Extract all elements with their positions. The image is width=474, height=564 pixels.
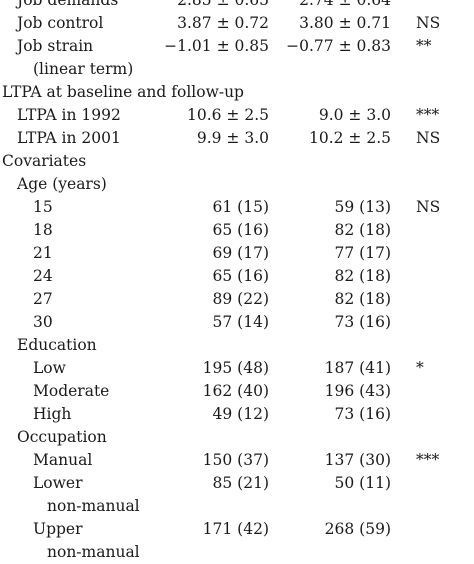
row-label: LTPA at baseline and follow-up bbox=[2, 83, 244, 101]
row-label: Moderate bbox=[33, 382, 110, 400]
subsection-heading: Education bbox=[0, 334, 474, 357]
group2-value: 82 (18) bbox=[334, 290, 391, 308]
row-label: (linear term) bbox=[33, 60, 134, 78]
row-label: Lower bbox=[33, 474, 83, 492]
table-row: 18 65 (16) 82 (18) bbox=[0, 219, 474, 242]
group1-value: 89 (22) bbox=[212, 290, 269, 308]
subsection-heading: Occupation bbox=[0, 426, 474, 449]
group1-value: 162 (40) bbox=[202, 382, 269, 400]
group1-value: 195 (48) bbox=[202, 359, 269, 377]
row-label: 30 bbox=[33, 313, 53, 331]
row-label: Covariates bbox=[2, 152, 87, 170]
significance: NS bbox=[416, 14, 441, 32]
group1-value: 65 (16) bbox=[212, 221, 269, 239]
row-label: Job strain bbox=[17, 37, 94, 55]
group1-value: 57 (14) bbox=[212, 313, 269, 331]
table-row: LTPA in 2001 9.9 ± 3.0 10.2 ± 2.5 NS bbox=[0, 127, 474, 150]
row-label: Low bbox=[33, 359, 66, 377]
row-label: non-manual bbox=[47, 543, 140, 561]
table-row: Lower 85 (21) 50 (11) bbox=[0, 472, 474, 495]
group2-value: 73 (16) bbox=[334, 313, 391, 331]
group2-value: 268 (59) bbox=[324, 520, 391, 538]
group2-value: 82 (18) bbox=[334, 221, 391, 239]
group1-value: 171 (42) bbox=[202, 520, 269, 538]
row-label: Age (years) bbox=[17, 175, 107, 193]
significance: ** bbox=[416, 37, 432, 55]
group2-value: −0.77 ± 0.83 bbox=[286, 37, 391, 55]
table-row: (linear term) bbox=[0, 58, 474, 81]
row-label: Upper bbox=[33, 520, 83, 538]
significance: *** bbox=[416, 451, 440, 469]
group2-value: 187 (41) bbox=[324, 359, 391, 377]
group1-value: 150 (37) bbox=[202, 451, 269, 469]
group2-value: 9.0 ± 3.0 bbox=[318, 106, 391, 124]
row-label: 18 bbox=[33, 221, 53, 239]
significance: * bbox=[416, 359, 424, 377]
row-label: 15 bbox=[33, 198, 53, 216]
table-row: 30 57 (14) 73 (16) bbox=[0, 311, 474, 334]
group2-value: 3.80 ± 0.71 bbox=[299, 14, 391, 32]
row-label: Occupation bbox=[17, 428, 107, 446]
row-label: Manual bbox=[33, 451, 93, 469]
significance: NS bbox=[416, 129, 441, 147]
row-label: Education bbox=[17, 336, 97, 354]
table-row: Job control 3.87 ± 0.72 3.80 ± 0.71 NS bbox=[0, 12, 474, 35]
table-row: Moderate 162 (40) 196 (43) bbox=[0, 380, 474, 403]
significance: *** bbox=[416, 106, 440, 124]
table-row: Job strain −1.01 ± 0.85 −0.77 ± 0.83 ** bbox=[0, 35, 474, 58]
group1-value: 10.6 ± 2.5 bbox=[186, 106, 269, 124]
row-label: High bbox=[33, 405, 72, 423]
row-label: LTPA in 1992 bbox=[17, 106, 121, 124]
table-row: Manual 150 (37) 137 (30) *** bbox=[0, 449, 474, 472]
row-label: non-manual bbox=[47, 497, 140, 515]
table-row: 24 65 (16) 82 (18) bbox=[0, 265, 474, 288]
table-row: 15 61 (15) 59 (13) NS bbox=[0, 196, 474, 219]
group2-value: 2.74 ± 0.64 bbox=[299, 0, 391, 9]
group1-value: 9.9 ± 3.0 bbox=[196, 129, 269, 147]
table-row: Low 195 (48) 187 (41) * bbox=[0, 357, 474, 380]
row-label: LTPA in 2001 bbox=[17, 129, 121, 147]
group1-value: 3.87 ± 0.72 bbox=[177, 14, 269, 32]
row-label: 27 bbox=[33, 290, 53, 308]
table-row: 27 89 (22) 82 (18) bbox=[0, 288, 474, 311]
group2-value: 59 (13) bbox=[334, 198, 391, 216]
row-label: Job control bbox=[17, 14, 104, 32]
row-label: 21 bbox=[33, 244, 53, 262]
table-row: non-manual bbox=[0, 541, 474, 564]
table-row: High 49 (12) 73 (16) bbox=[0, 403, 474, 426]
section-heading: LTPA at baseline and follow-up bbox=[0, 81, 474, 104]
table-row: Job demands 2.85 ± 0.65 2.74 ± 0.64 bbox=[0, 0, 474, 12]
group2-value: 50 (11) bbox=[334, 474, 391, 492]
table-row: 21 69 (17) 77 (17) bbox=[0, 242, 474, 265]
group1-value: 49 (12) bbox=[212, 405, 269, 423]
group2-value: 73 (16) bbox=[334, 405, 391, 423]
group1-value: 2.85 ± 0.65 bbox=[177, 0, 269, 9]
group1-value: 65 (16) bbox=[212, 267, 269, 285]
group2-value: 137 (30) bbox=[324, 451, 391, 469]
significance: NS bbox=[416, 198, 441, 216]
group1-value: 61 (15) bbox=[212, 198, 269, 216]
group2-value: 77 (17) bbox=[334, 244, 391, 262]
section-heading: Covariates bbox=[0, 150, 474, 173]
group1-value: 69 (17) bbox=[212, 244, 269, 262]
table-row: LTPA in 1992 10.6 ± 2.5 9.0 ± 3.0 *** bbox=[0, 104, 474, 127]
group2-value: 196 (43) bbox=[324, 382, 391, 400]
group1-value: 85 (21) bbox=[212, 474, 269, 492]
subsection-heading: Age (years) bbox=[0, 173, 474, 196]
table-row: Upper 171 (42) 268 (59) bbox=[0, 518, 474, 541]
group2-value: 10.2 ± 2.5 bbox=[308, 129, 391, 147]
table-row: non-manual bbox=[0, 495, 474, 518]
row-label: Job demands bbox=[17, 0, 119, 9]
group1-value: −1.01 ± 0.85 bbox=[164, 37, 269, 55]
group2-value: 82 (18) bbox=[334, 267, 391, 285]
row-label: 24 bbox=[33, 267, 53, 285]
